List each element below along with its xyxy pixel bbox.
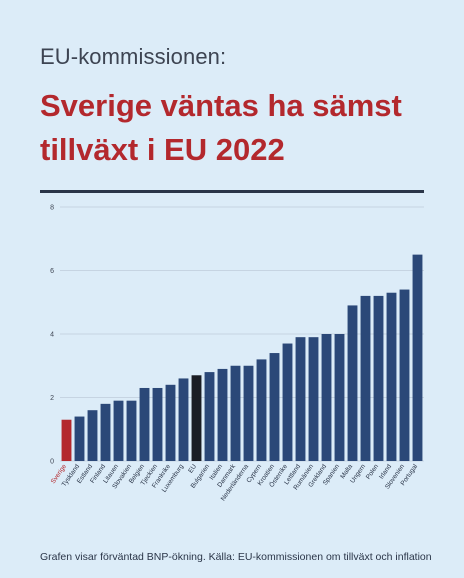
bar [321, 334, 332, 461]
bar [269, 353, 280, 461]
bar [126, 400, 137, 461]
bar [243, 365, 254, 461]
source-kicker: EU-kommissionen: [40, 44, 227, 69]
bar [373, 295, 384, 461]
bar [230, 365, 241, 461]
x-tick-label: Polen [365, 463, 380, 481]
y-tick-label: 0 [50, 459, 54, 466]
x-tick-label: EU [187, 463, 198, 475]
bar-chart: 02468SverigeTysklandEstlandFinlandLitaue… [50, 205, 424, 502]
bar [256, 359, 267, 461]
bar [334, 334, 345, 461]
bar [87, 410, 98, 461]
bar [165, 384, 176, 461]
bar [204, 372, 215, 461]
bar [61, 419, 72, 461]
bar [152, 387, 163, 461]
bar [412, 254, 423, 461]
title-rule [40, 190, 424, 193]
bar [217, 368, 228, 461]
bar [100, 403, 111, 461]
footnote: Grafen visar förväntad BNP-ökning. Källa… [40, 551, 432, 563]
bar [360, 295, 371, 461]
bar [178, 378, 189, 461]
y-tick-label: 2 [50, 395, 54, 402]
y-tick-label: 6 [50, 268, 54, 275]
bar [113, 400, 124, 461]
bar [295, 337, 306, 461]
bar [386, 292, 397, 461]
bar [139, 387, 150, 461]
bar [191, 375, 202, 461]
bar [282, 343, 293, 461]
y-tick-label: 4 [50, 332, 54, 339]
bar [74, 416, 85, 461]
bar [347, 305, 358, 461]
headline: Sverige väntas ha sämst tillväxt i EU 20… [40, 88, 402, 167]
bar [308, 337, 319, 461]
bar [399, 289, 410, 461]
y-tick-label: 8 [50, 205, 54, 212]
